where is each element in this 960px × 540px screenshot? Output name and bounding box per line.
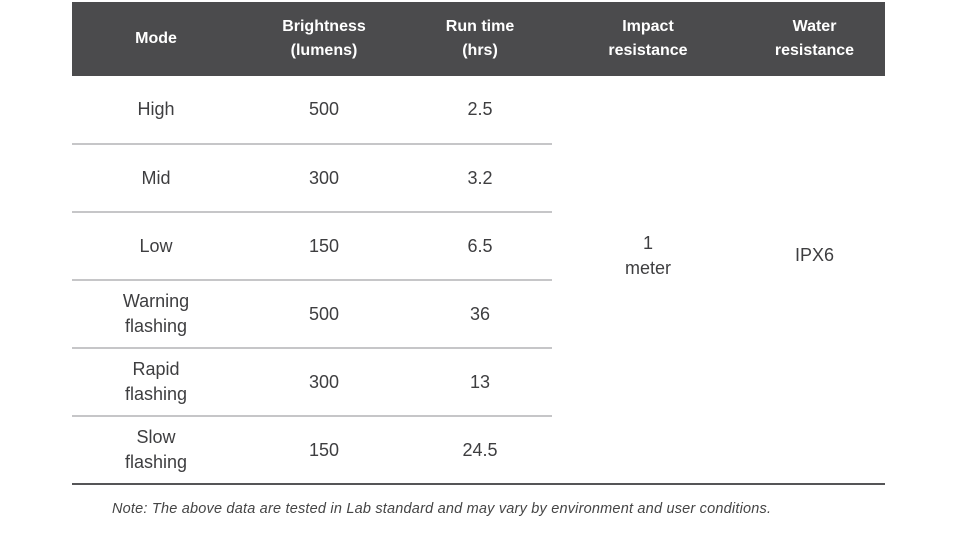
cell-run-time: 13	[408, 348, 552, 417]
header-label: Mode	[135, 30, 177, 47]
header-label: resistance	[774, 42, 855, 59]
cell-mode: Slow flashing	[72, 416, 240, 484]
table-row-slow-flashing: Slow flashing 150 24.5	[72, 416, 885, 484]
cell-brightness: 500	[240, 280, 408, 349]
col-header-brightness: Brightness (lumens)	[240, 2, 408, 76]
cell-brightness: 300	[240, 144, 408, 213]
note-text: Note: The above data are tested in Lab s…	[112, 501, 772, 517]
table-row-rapid-flashing: Rapid flashing 300 13	[72, 348, 885, 417]
mode-label: Warning	[122, 291, 190, 311]
water-resistance-value: IPX6	[794, 245, 835, 265]
cell-brightness: 150	[308, 439, 340, 460]
col-header-run-time: Run time (hrs)	[408, 2, 552, 76]
cell-mode: Rapid flashing	[72, 348, 240, 417]
cell-impact-resistance: 1 meter	[552, 76, 744, 484]
cell-mode: Warning flashing	[72, 280, 240, 349]
mode-label: Mid	[141, 167, 171, 188]
table-row-low: Low 150 6.5	[72, 212, 885, 281]
cell-brightness: 150	[240, 212, 408, 281]
mode-label: flashing	[124, 384, 188, 404]
header-label: Impact	[622, 18, 674, 35]
header-label: (hrs)	[462, 42, 498, 59]
header-label: Run time	[445, 18, 515, 35]
cell-mode: High	[72, 76, 240, 145]
mode-label: flashing	[124, 452, 188, 472]
header-label: Brightness	[282, 18, 366, 35]
cell-brightness: 300	[240, 348, 408, 417]
impact-resistance-value: 1	[642, 232, 653, 253]
mode-label: Rapid	[132, 359, 180, 379]
table-row-warning-flashing: Warning flashing 500 36	[72, 280, 885, 349]
cell-run-time: 2.5	[408, 76, 552, 145]
spec-table: Mode Brightness (lumens) Run time (hrs) …	[72, 2, 885, 485]
cell-run-time: 36	[408, 280, 552, 349]
table-row-mid: Mid 300 3.2	[72, 144, 885, 213]
mode-label: Low	[139, 235, 173, 256]
table-row-high: High 500 2.5 1 meter IPX6	[72, 76, 885, 278]
col-header-impact-resistance: Impact resistance	[552, 2, 744, 76]
cell-run-time: 3.2	[408, 144, 552, 213]
header-row: Mode Brightness (lumens) Run time (hrs) …	[72, 2, 885, 76]
cell-run-time: 6.5	[408, 212, 552, 281]
impact-resistance-value: meter	[624, 257, 671, 278]
cell-mode: Low	[72, 212, 240, 281]
mode-label: Slow	[136, 427, 176, 447]
header-label: resistance	[608, 42, 688, 59]
cell-water-resistance: IPX6	[744, 76, 885, 484]
col-header-water-resistance: Water resistance	[744, 2, 885, 76]
mode-label: flashing	[124, 316, 188, 336]
col-header-mode: Mode	[72, 2, 240, 76]
cell-brightness: 500	[240, 76, 408, 145]
header-label: Water	[792, 18, 837, 35]
mode-label: High	[137, 99, 175, 119]
cell-run-time: 24.5	[462, 439, 498, 460]
header-label: (lumens)	[290, 42, 358, 59]
cell-mode: Mid	[72, 144, 240, 213]
